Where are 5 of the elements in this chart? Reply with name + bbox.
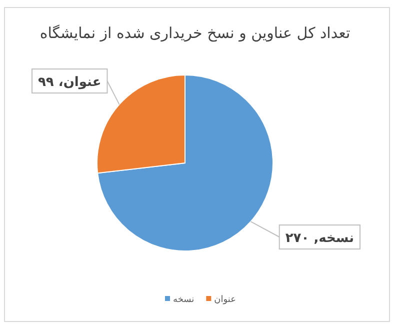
data-label: نسخه, ۲۷۰ bbox=[285, 231, 354, 246]
legend-label: نسخه bbox=[173, 295, 194, 305]
data-label: عنوان، ۹۹ bbox=[38, 75, 102, 90]
chart-title: تعداد کل عناوین و نسخ خریداری شده از نمایشگاه bbox=[40, 24, 350, 42]
legend-label: عنوان bbox=[214, 295, 236, 305]
